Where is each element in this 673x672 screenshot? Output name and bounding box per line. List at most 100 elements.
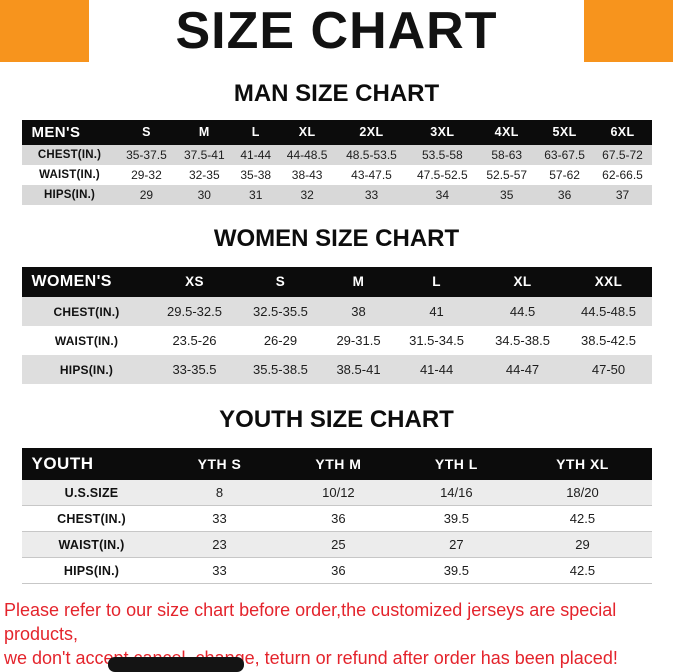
size-value: 35.5-38.5 [252, 362, 308, 377]
men-section-title: MAN SIZE CHART [233, 80, 440, 107]
size-column-header: XS [151, 267, 238, 297]
size-value: 14/16 [399, 480, 514, 506]
size-column-header: S [237, 267, 324, 297]
size-value: 39.5 [399, 505, 514, 532]
size-value: 44-47 [505, 362, 540, 377]
measurement-row: CHEST(IN.) 29.5-32.5 32.5-35.5 38 41 44.5 44.5… [21, 297, 652, 326]
size-value: 35-38 [240, 168, 272, 182]
size-column-header: 4XL [477, 120, 536, 145]
size-value: 36 [277, 505, 400, 532]
footer-line-2: we don't accept cancel, change, teturn o… [4, 648, 618, 668]
size-column-header: YTH M [277, 448, 400, 480]
size-value: 41 [429, 304, 444, 319]
size-value: 31.5-34.5 [409, 333, 465, 348]
size-value: 47-50 [591, 362, 626, 377]
size-column-header: L [233, 120, 279, 145]
size-value: 58-63 [491, 148, 523, 162]
size-column-header: 2XL [336, 120, 407, 145]
size-value: 29-31.5 [336, 333, 381, 348]
measurement-row: WAIST(IN.) 23 25 27 29 [21, 531, 652, 558]
size-column-header: XL [278, 120, 337, 145]
women-size-table: WOMEN'S XS S M L XL XXL CHEST(IN.) 29.5-32.5 32.5… [21, 267, 652, 384]
size-value: 18/20 [513, 480, 652, 506]
size-value: 34.5-38.5 [495, 333, 550, 348]
size-value: 62-66.5 [602, 168, 643, 182]
size-value: 41-44 [240, 148, 272, 162]
measurement-label: U.S.SIZE [21, 480, 162, 506]
measurement-row: HIPS(IN.) 29 30 31 32 33 34 35 36 37 [21, 185, 652, 205]
size-column-header: 3XL [406, 120, 478, 145]
size-column-header: YTH XL [513, 448, 652, 480]
size-value: 23 [161, 531, 278, 558]
youth-size-chart-section: YOUTH SIZE CHART YOUTH YTH S YTH M YTH L YTH… [0, 406, 673, 584]
measurement-label: HIPS(IN.) [44, 189, 95, 201]
size-value: 33-35.5 [172, 362, 217, 377]
measurement-label: WAIST(IN.) [54, 333, 119, 348]
size-value: 10/12 [277, 480, 400, 506]
size-value: 31 [249, 188, 263, 202]
size-value: 38-43 [291, 168, 323, 182]
bottom-scrollbar-thumb [108, 657, 244, 672]
size-value: 32-35 [188, 168, 220, 182]
size-value: 63-67.5 [544, 148, 585, 162]
size-value: 37.5-41 [183, 148, 225, 162]
size-value: 43-47.5 [351, 168, 392, 182]
men-size-table: MEN'S S M L XL 2XL 3XL 4XL 5XL 6XL CHEST(IN.) 35-37… [21, 120, 652, 205]
size-value: 34 [435, 188, 450, 202]
size-value: 44.5-48.5 [581, 304, 636, 319]
size-value: 36 [277, 557, 400, 584]
header-row: WOMEN'S XS S M L XL XXL [21, 267, 652, 297]
size-column-header: YTH S [161, 448, 278, 480]
size-value: 29.5-32.5 [167, 304, 222, 319]
size-value: 38.5-42.5 [581, 333, 636, 348]
accent-block-right [584, 0, 673, 62]
size-value: 29-32 [131, 168, 162, 182]
size-value: 27 [399, 531, 514, 558]
size-value: 37 [615, 188, 630, 202]
youth-section-title: YOUTH SIZE CHART [219, 406, 454, 433]
size-value: 32 [300, 188, 314, 202]
page-title: SIZE CHART [175, 2, 498, 60]
header-row: MEN'S S M L XL 2XL 3XL 4XL 5XL 6XL [21, 120, 652, 145]
size-value: 36 [557, 188, 572, 202]
measurement-label: WAIST(IN.) [39, 169, 100, 181]
size-value: 33 [364, 188, 379, 202]
size-value: 47.5-52.5 [416, 168, 468, 182]
table-corner-label: MEN'S [21, 120, 118, 145]
size-value: 52.5-57 [486, 168, 528, 182]
accent-block-left [0, 0, 89, 62]
size-value: 38.5-41 [336, 362, 381, 377]
size-value: 48.5-53.5 [346, 148, 397, 162]
measurement-row: CHEST(IN.) 33 36 39.5 42.5 [21, 505, 652, 532]
measurement-label: CHEST(IN.) [37, 149, 102, 161]
size-value: 30 [197, 188, 211, 202]
size-column-header: M [323, 267, 394, 297]
measurement-label: HIPS(IN.) [21, 557, 162, 584]
size-value: 8 [161, 480, 278, 506]
measurement-label: CHEST(IN.) [21, 505, 162, 532]
men-size-chart-section: MAN SIZE CHART MEN'S S M L XL 2XL 3XL 4XL 5XL 6XL… [0, 80, 673, 205]
size-value: 29 [139, 188, 154, 202]
measurement-row: CHEST(IN.) 35-37.5 37.5-41 41-44 44-48.5 48.5… [21, 145, 652, 165]
size-value: 41-44 [419, 362, 454, 377]
measurement-label: CHEST(IN.) [53, 304, 120, 319]
size-column-header: M [175, 120, 234, 145]
size-value: 38 [351, 304, 366, 319]
measurement-label: HIPS(IN.) [59, 362, 114, 377]
size-column-header: 6XL [593, 120, 652, 145]
footer-line-1: Please refer to our size chart before or… [4, 600, 617, 644]
size-column-header: YTH L [399, 448, 514, 480]
size-value: 33 [161, 557, 278, 584]
women-size-chart-section: WOMEN SIZE CHART WOMEN'S XS S M L XL XXL CHEST(… [0, 225, 673, 384]
measurement-row: U.S.SIZE 8 10/12 14/16 18/20 [21, 480, 652, 506]
size-value: 35 [500, 188, 514, 202]
size-value: 39.5 [399, 557, 514, 584]
footer-note: Please refer to our size chart before or… [0, 598, 673, 670]
women-section-title: WOMEN SIZE CHART [213, 225, 460, 252]
size-column-header: 5XL [535, 120, 594, 145]
size-value: 44.5 [509, 304, 536, 319]
size-value: 29 [513, 531, 652, 558]
size-value: 42.5 [513, 505, 652, 532]
size-value: 44-48.5 [286, 148, 328, 162]
